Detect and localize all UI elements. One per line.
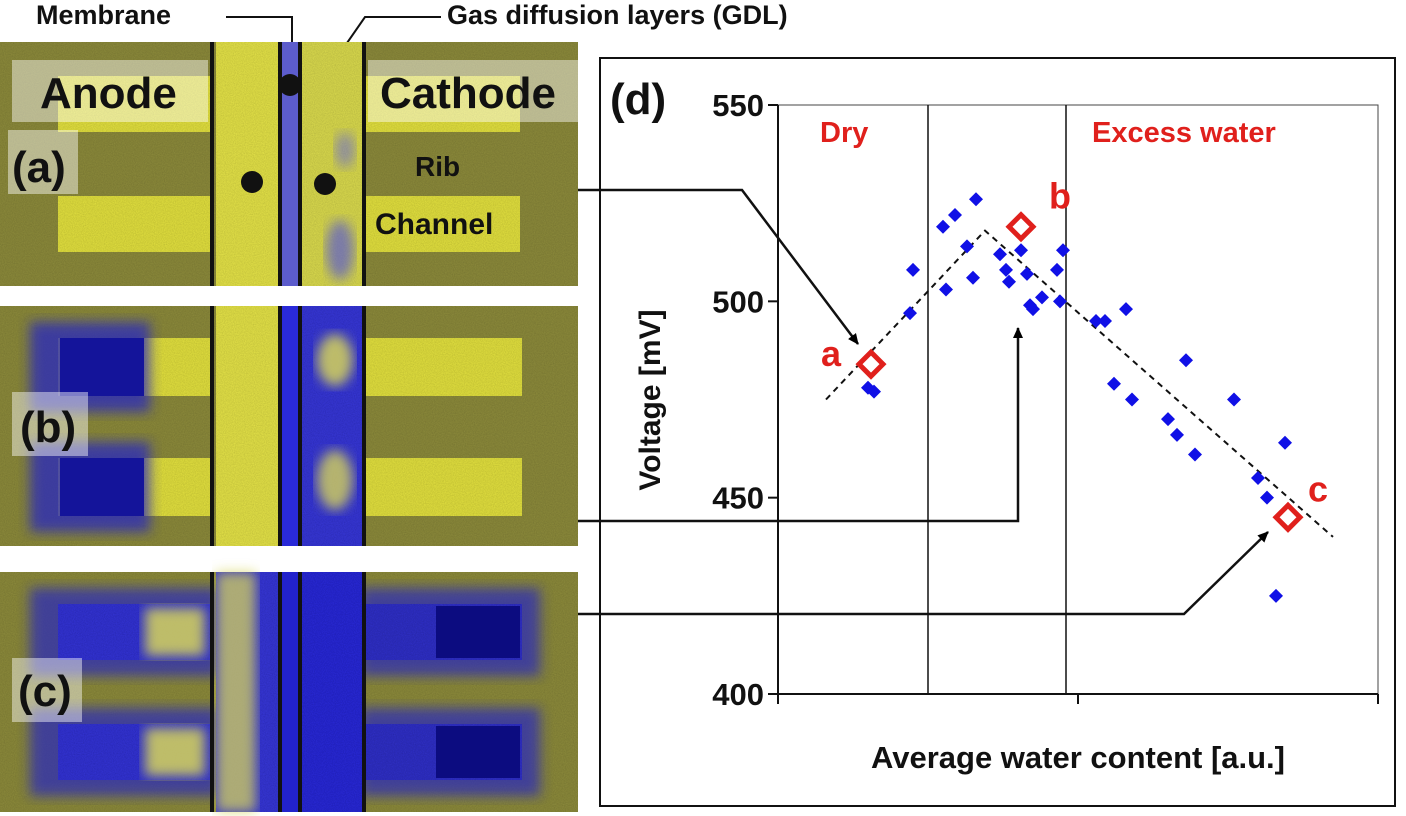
panel-a-tag: (a) xyxy=(12,143,66,192)
data-point xyxy=(993,247,1007,262)
data-point xyxy=(1107,376,1121,391)
region-excess-label: Excess water xyxy=(1092,117,1276,149)
highlighted-point-label-b: b xyxy=(1049,176,1071,217)
data-point xyxy=(1014,243,1028,258)
data-point xyxy=(1227,392,1241,407)
data-point xyxy=(1125,392,1139,407)
panel-a-image xyxy=(0,42,578,286)
channel-label: Channel xyxy=(375,208,493,241)
data-point xyxy=(1035,290,1049,305)
y-axis-label: Voltage [mV] xyxy=(634,309,667,490)
data-point xyxy=(1053,294,1067,309)
data-point xyxy=(903,306,917,321)
data-point xyxy=(1278,435,1292,450)
data-point xyxy=(969,192,983,207)
arrow-b-to-chart xyxy=(578,327,1023,523)
panel-b-image xyxy=(0,306,578,546)
data-point xyxy=(1188,447,1202,462)
data-point xyxy=(966,270,980,285)
data-point xyxy=(1050,262,1064,277)
anode-label: Anode xyxy=(40,69,177,118)
data-point xyxy=(1179,353,1193,368)
data-point xyxy=(1098,313,1112,328)
data-point xyxy=(1020,266,1034,281)
voltage-chart: 400 450 500 550 a b c xyxy=(599,57,1396,807)
membrane-label: Membrane xyxy=(36,0,171,30)
region-dry-label: Dry xyxy=(820,117,868,149)
data-point xyxy=(1119,302,1133,317)
cathode-label: Cathode xyxy=(380,69,556,118)
panel-d-tag: (d) xyxy=(610,75,666,124)
arrow-a-to-chart xyxy=(578,188,859,345)
data-point xyxy=(939,282,953,297)
data-point xyxy=(999,262,1013,277)
panel-b-tag: (b) xyxy=(20,403,76,452)
rib-label: Rib xyxy=(415,151,460,182)
panel-c-tag: (c) xyxy=(18,667,72,716)
data-point xyxy=(1056,243,1070,258)
highlighted-point-a xyxy=(855,348,887,380)
y-tick-label: 400 xyxy=(712,677,764,712)
panel-c-image xyxy=(0,572,578,812)
data-point xyxy=(936,219,950,234)
y-tick-label: 450 xyxy=(712,481,764,516)
highlighted-point-b xyxy=(1005,211,1037,243)
y-tick-label: 550 xyxy=(712,88,764,123)
highlighted-point-label-c: c xyxy=(1308,468,1328,509)
data-point xyxy=(1161,412,1175,427)
data-point xyxy=(960,239,974,254)
data-point xyxy=(1260,490,1274,505)
x-axis-label: Average water content [a.u.] xyxy=(871,740,1285,775)
highlighted-point-label-a: a xyxy=(821,333,842,374)
highlighted-point-c xyxy=(1272,501,1304,533)
data-point xyxy=(1251,471,1265,486)
data-point xyxy=(948,207,962,222)
chart-frame xyxy=(599,57,1396,807)
data-point xyxy=(1026,302,1040,317)
data-point xyxy=(1089,313,1103,328)
chart-plot-area: 400 450 500 550 a b c xyxy=(712,88,1379,712)
arrow-c-to-chart xyxy=(578,531,1269,616)
y-tick-label: 500 xyxy=(712,284,764,319)
data-point xyxy=(906,262,920,277)
data-point xyxy=(1269,588,1283,603)
gdl-label: Gas diffusion layers (GDL) xyxy=(447,0,788,30)
data-point xyxy=(867,384,881,399)
trend-line xyxy=(825,229,1334,538)
data-point xyxy=(1170,427,1184,442)
data-point xyxy=(1002,274,1016,289)
